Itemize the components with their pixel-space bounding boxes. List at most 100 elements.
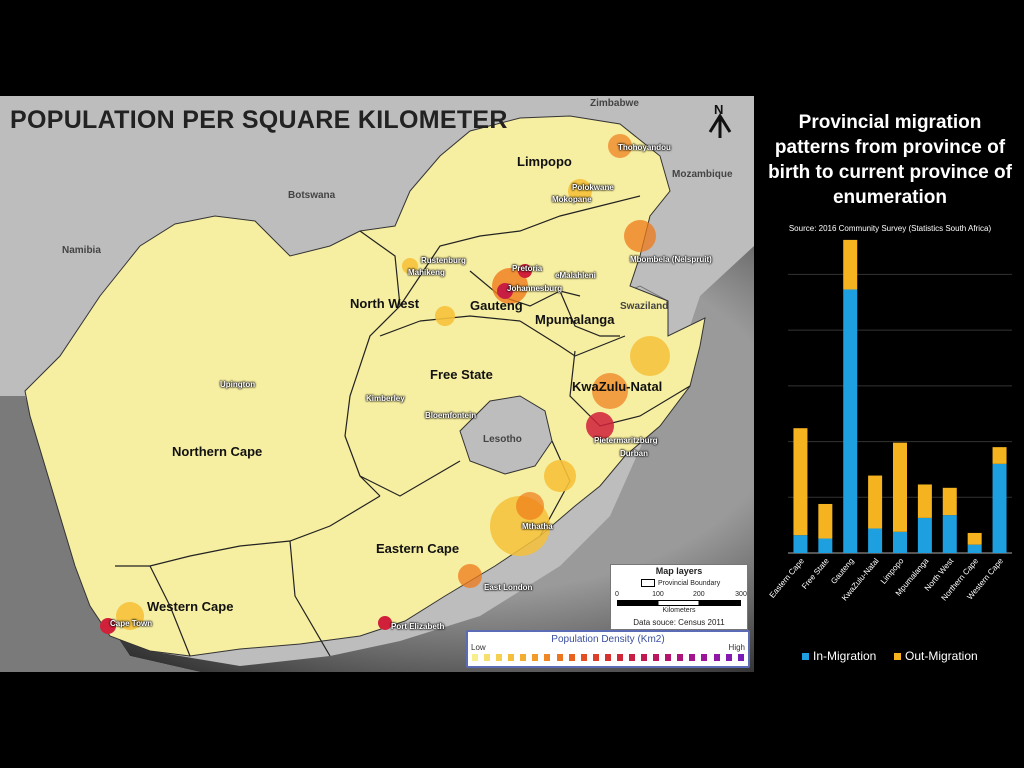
density-swatch [520,654,527,661]
x-tick-label: Eastern Cape [768,556,807,600]
density-swatch [689,654,696,661]
density-swatch [508,654,515,661]
scale-units: Kilometers [662,607,696,614]
north-arrow: N [705,102,735,142]
legend-swatch [894,652,901,660]
density-swatch [556,654,563,661]
density-low-label: Low [471,643,486,652]
map-layers-title: Map layers [655,566,703,576]
bar-in-migration [967,544,982,553]
country-label: Mozambique [672,169,733,180]
density-swatch [616,654,623,661]
bar-in-migration [893,531,907,553]
map-canvas [0,115,754,672]
density-swatch [737,654,744,661]
city-label: Pietermaritzburg [594,436,658,445]
country-label: Swaziland [620,301,669,312]
province-label: Western Cape [147,599,234,614]
bar-out-migration [868,475,883,529]
bar-in-migration [992,463,1007,553]
scale-tick: 300 [735,591,747,598]
density-swatch [484,654,491,661]
city-label: East London [484,583,533,592]
scale-tick: 0 [615,591,619,598]
legend-in-migration: In-Migration [802,649,876,663]
city-label: Upington [220,380,256,389]
country-label: Lesotho [483,434,522,445]
density-swatch [532,654,539,661]
density-patches [100,134,670,634]
city-label: eMalahleni [555,271,596,280]
boundary-label: Provincial Boundary [658,579,721,587]
bar-out-migration [992,447,1007,464]
bar-out-migration [967,532,982,545]
boundary-legend-item: Provincial Boundary [641,579,720,587]
bar-out-migration [917,484,932,518]
legend-label: Out-Migration [905,649,978,663]
density-swatch [629,654,636,661]
city-label: Bloemfontein [425,411,477,420]
bar-in-migration [793,535,808,553]
country-label: Botswana [288,190,336,201]
density-swatch [604,654,611,661]
city-label: Thohoyandou [618,143,671,152]
density-swatch [677,654,684,661]
bar-out-migration [793,428,808,536]
density-legend: Population Density (Km2) Low High [466,630,750,668]
city-label: Mthatha [522,522,553,531]
density-swatch [580,654,587,661]
city-label: Mbombela (Nelspruit) [630,255,712,264]
scale-bar: 0 100 200 300 Kilometers [615,591,747,614]
bar-in-migration [868,528,883,553]
density-swatch [725,654,732,661]
city-label: Mahikeng [408,268,445,277]
density-swatch [653,654,660,661]
city-label: Durban [620,449,648,458]
density-swatch [544,654,551,661]
density-legend-title: Population Density (Km2) [551,634,665,645]
density-swatch [592,654,599,661]
bar-in-migration [843,289,858,553]
province-label: KwaZulu-Natal [572,379,663,394]
legend-swatch [802,652,809,660]
city-label: Pretoria [512,264,543,273]
bar-in-migration [942,515,957,553]
density-high-label: High [728,643,745,652]
bar-out-migration [893,442,907,532]
province-label: Mpumalanga [535,312,615,327]
chart-title: Provincial migration patterns from provi… [768,112,1012,208]
scale-tick: 200 [692,591,705,598]
province-label: Free State [430,367,493,382]
density-swatch [701,654,708,661]
map-title: POPULATION PER SQUARE KILOMETER [10,106,508,134]
city-label: Mokopane [552,195,592,204]
bar-in-migration [818,538,833,553]
city-label: Cape Town [110,619,153,628]
population-density-map[interactable]: POPULATION PER SQUARE KILOMETER N Zimbab… [0,96,754,672]
province-label: Gauteng [470,298,523,313]
city-label: Kimberley [366,394,405,403]
legend-label: In-Migration [813,649,877,663]
province-label: Northern Cape [172,444,263,459]
city-label: Port Elizabeth [391,622,445,631]
bar-out-migration [843,239,858,290]
country-label: Zimbabwe [590,98,639,109]
province-label: Limpopo [517,154,572,169]
density-swatch [568,654,575,661]
city-label: Polokwane [572,183,614,192]
density-swatch [641,654,648,661]
country-label: Namibia [62,245,101,256]
city-label: Rustenburg [421,256,466,265]
migration-chart-panel: Provincial migration patterns from provi… [756,96,1024,672]
bar-in-migration [917,517,932,553]
ocean-edge [0,396,200,672]
province-label: North West [350,296,420,311]
north-arrow-icon [708,113,732,138]
north-label: N [714,102,724,117]
province-label: Eastern Cape [376,541,460,556]
density-swatches [472,654,744,662]
city-label: Johannesburg [507,284,563,293]
bar-out-migration [818,503,833,539]
density-swatch [472,654,478,661]
